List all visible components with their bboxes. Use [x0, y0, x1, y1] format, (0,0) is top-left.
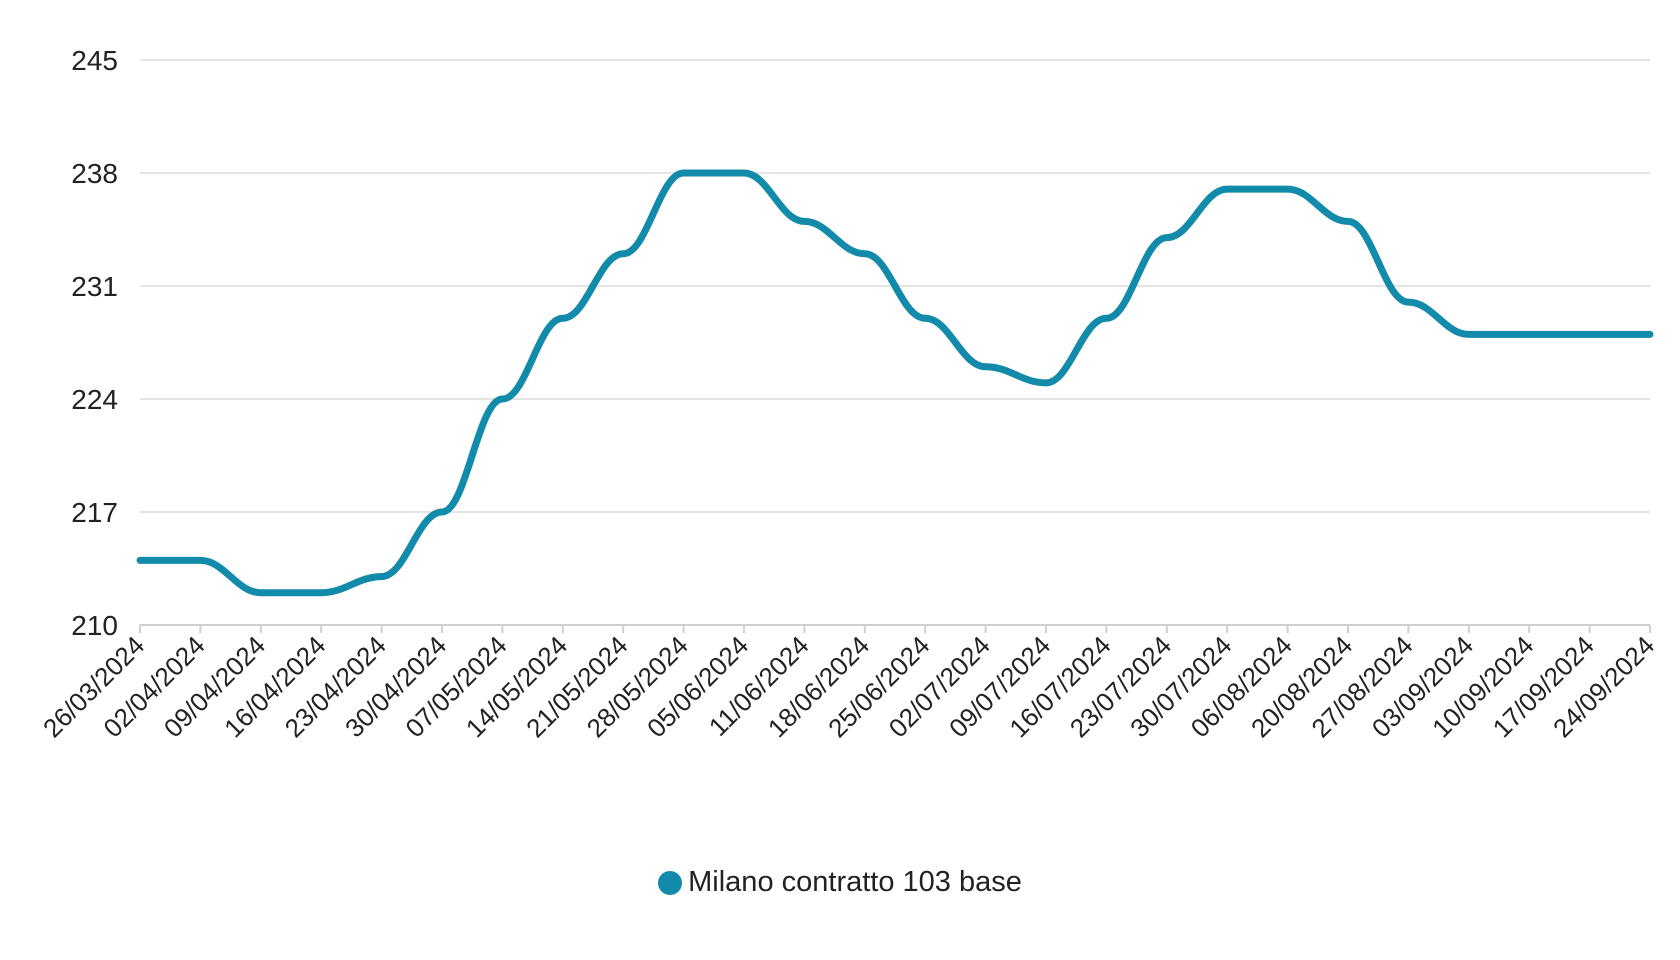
y-tick-label: 217 [71, 497, 118, 528]
y-tick-label: 245 [71, 45, 118, 76]
legend: Milano contratto 103 base [0, 866, 1680, 899]
series-line-milano [136, 169, 1654, 597]
y-tick-label: 210 [71, 610, 118, 641]
y-tick-label: 238 [71, 158, 118, 189]
legend-label: Milano contratto 103 base [688, 866, 1022, 898]
legend-marker [658, 870, 683, 895]
y-tick-label: 231 [71, 271, 118, 302]
y-tick-label: 224 [71, 384, 118, 415]
